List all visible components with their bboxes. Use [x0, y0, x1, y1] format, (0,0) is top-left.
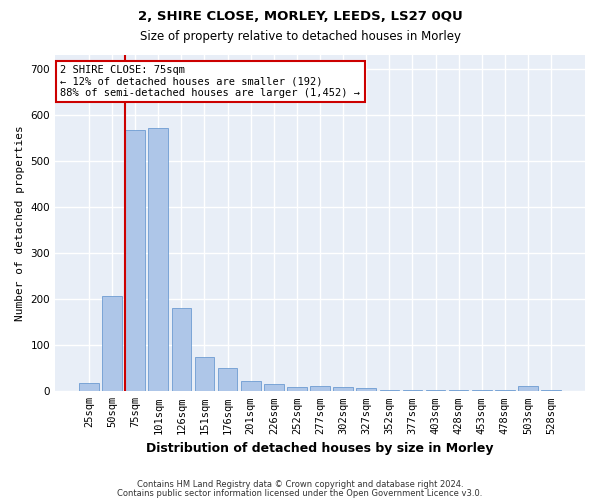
- Bar: [79, 383, 99, 392]
- Bar: [241, 381, 260, 392]
- Bar: [172, 308, 191, 392]
- X-axis label: Distribution of detached houses by size in Morley: Distribution of detached houses by size …: [146, 442, 494, 455]
- Text: Size of property relative to detached houses in Morley: Size of property relative to detached ho…: [139, 30, 461, 43]
- Bar: [334, 386, 353, 392]
- Bar: [380, 390, 399, 392]
- Bar: [287, 386, 307, 392]
- Bar: [125, 130, 145, 392]
- Bar: [264, 384, 284, 392]
- Bar: [310, 386, 330, 392]
- Text: 2, SHIRE CLOSE, MORLEY, LEEDS, LS27 0QU: 2, SHIRE CLOSE, MORLEY, LEEDS, LS27 0QU: [137, 10, 463, 23]
- Bar: [449, 390, 469, 392]
- Text: Contains HM Land Registry data © Crown copyright and database right 2024.: Contains HM Land Registry data © Crown c…: [137, 480, 463, 489]
- Bar: [356, 388, 376, 392]
- Bar: [426, 390, 445, 392]
- Bar: [403, 390, 422, 392]
- Bar: [541, 390, 561, 392]
- Bar: [218, 368, 238, 392]
- Bar: [472, 390, 491, 392]
- Bar: [148, 128, 168, 392]
- Text: 2 SHIRE CLOSE: 75sqm
← 12% of detached houses are smaller (192)
88% of semi-deta: 2 SHIRE CLOSE: 75sqm ← 12% of detached h…: [61, 65, 361, 98]
- Bar: [495, 390, 515, 392]
- Bar: [518, 386, 538, 392]
- Y-axis label: Number of detached properties: Number of detached properties: [15, 126, 25, 321]
- Bar: [194, 357, 214, 392]
- Bar: [102, 296, 122, 392]
- Text: Contains public sector information licensed under the Open Government Licence v3: Contains public sector information licen…: [118, 488, 482, 498]
